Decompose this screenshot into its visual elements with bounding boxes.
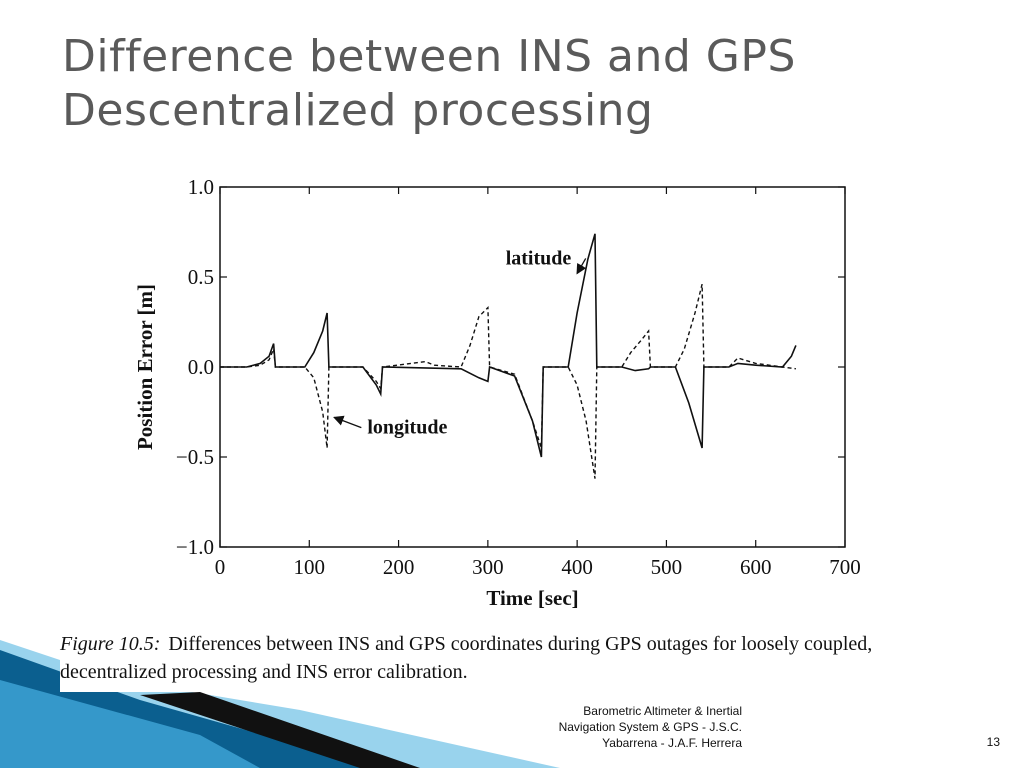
x-tick-label: 600 xyxy=(740,555,772,579)
series-line-longitude xyxy=(220,284,796,479)
x-tick-label: 0 xyxy=(215,555,226,579)
annotation-arrow-latitude xyxy=(576,258,587,275)
figure: 0 100 200 300 400 500 600 700 1.0 0.5 0.0 −0.5 −1.0 T… xyxy=(60,170,940,692)
x-tick-label: 700 xyxy=(829,555,861,579)
slide-title: Difference between INS and GPS Descentra… xyxy=(62,30,962,138)
y-tick-label: 0.0 xyxy=(188,355,214,379)
y-tick-label: 0.5 xyxy=(188,265,214,289)
y-axis-label: Position Error [m] xyxy=(133,284,157,450)
wave-black xyxy=(140,692,420,768)
x-axis-label: Time [sec] xyxy=(486,586,578,610)
y-tick-label: 1.0 xyxy=(188,175,214,199)
y-tick-label: −1.0 xyxy=(176,535,214,559)
x-tick-label: 100 xyxy=(294,555,326,579)
annotation-label-longitude: longitude xyxy=(367,417,447,439)
wave-mid xyxy=(0,680,260,768)
footer-line-3: Yabarrena - J.A.F. Herrera xyxy=(602,736,742,750)
page-number: 13 xyxy=(986,735,1000,749)
x-tick-label: 400 xyxy=(561,555,593,579)
slide-footer: Barometric Altimeter & Inertial Navigati… xyxy=(470,703,742,751)
annotation-label-latitude: latitude xyxy=(506,247,572,269)
position-error-chart: 0 100 200 300 400 500 600 700 1.0 0.5 0.0 −0.5 −1.0 T… xyxy=(133,175,861,610)
annotation-arrow-longitude xyxy=(333,415,362,429)
y-tick-label: −0.5 xyxy=(176,445,214,469)
figure-caption: Figure 10.5: Differences between INS and … xyxy=(60,630,940,686)
series-line-latitude xyxy=(220,233,797,458)
footer-line-2: Navigation System & GPS - J.S.C. xyxy=(558,720,742,734)
x-tick-label: 500 xyxy=(651,555,683,579)
title-line-1: Difference between INS and GPS xyxy=(62,31,796,82)
x-tick-label: 300 xyxy=(472,555,504,579)
x-tick-label: 200 xyxy=(383,555,415,579)
caption-label: Figure 10.5: xyxy=(60,633,161,655)
plot-frame xyxy=(219,186,846,548)
corner-wave-decoration xyxy=(0,640,560,768)
footer-line-1: Barometric Altimeter & Inertial xyxy=(583,704,742,718)
caption-text: Differences between INS and GPS coordina… xyxy=(60,633,873,683)
title-line-2: Descentralized processing xyxy=(62,85,654,136)
